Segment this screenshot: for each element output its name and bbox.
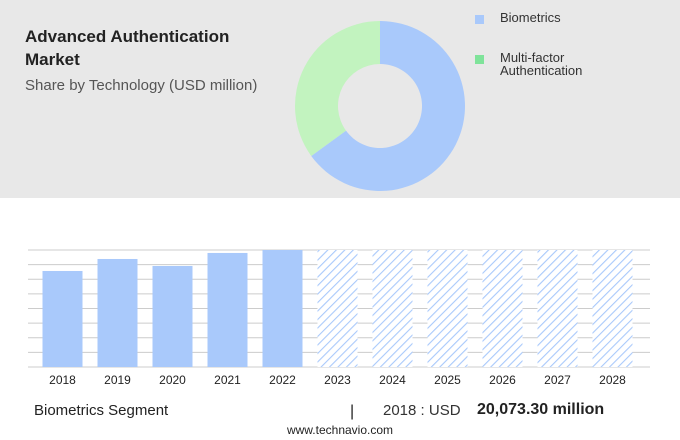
source: www.technavio.com — [286, 423, 393, 437]
forecast-bar — [482, 250, 523, 367]
x-tick-label: 2020 — [159, 373, 186, 387]
bar — [42, 270, 83, 367]
title: Advanced Authentication Market — [25, 27, 230, 69]
bar — [207, 252, 248, 367]
legend-label: Biometrics — [500, 10, 561, 25]
donut-slice — [311, 21, 465, 192]
x-tick-label: 2022 — [269, 373, 296, 387]
legend-swatch — [475, 15, 484, 24]
legend-label: Multi-factor Authentication — [500, 50, 583, 78]
year-text: 2018 : USD — [383, 402, 461, 419]
forecast-bar — [372, 250, 413, 367]
bar — [262, 250, 303, 367]
subtitle: Share by Technology (USD million) — [25, 77, 258, 94]
separator: | — [350, 403, 354, 420]
x-tick-label: 2025 — [434, 373, 461, 387]
bar — [152, 265, 193, 367]
legend-swatch — [475, 55, 484, 64]
segment-label: Biometrics Segment — [34, 402, 169, 419]
x-tick-label: 2027 — [544, 373, 571, 387]
forecast-bar — [427, 250, 468, 367]
value-label: 20,073.30 million — [477, 401, 605, 418]
x-tick-label: 2018 — [49, 373, 76, 387]
forecast-bar — [592, 250, 633, 367]
x-tick-label: 2023 — [324, 373, 351, 387]
x-tick-label: 2026 — [489, 373, 516, 387]
x-tick-label: 2021 — [214, 373, 241, 387]
donut-slice — [294, 21, 380, 156]
forecast-bar — [537, 250, 578, 367]
x-tick-label: 2024 — [379, 373, 406, 387]
forecast-bar — [317, 250, 358, 367]
bar — [97, 258, 138, 367]
x-tick-label: 2019 — [104, 373, 131, 387]
x-tick-label: 2028 — [599, 373, 626, 387]
